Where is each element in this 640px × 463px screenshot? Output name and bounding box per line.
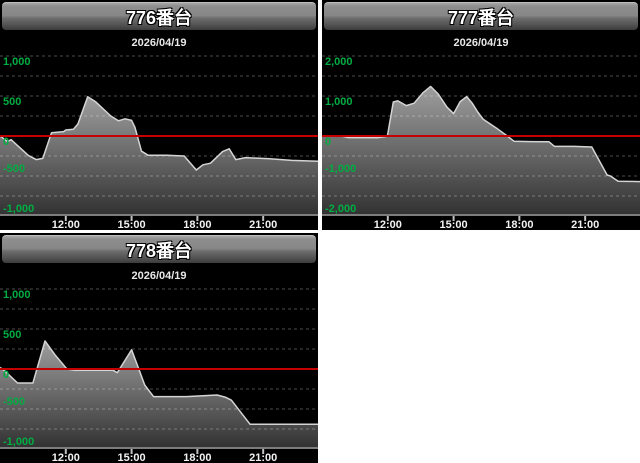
machine-title-label: 778番台 bbox=[125, 240, 193, 261]
svg-text:0: 0 bbox=[325, 136, 331, 148]
svg-text:2,000: 2,000 bbox=[325, 56, 353, 68]
date-label: 2026/04/19 bbox=[131, 270, 187, 282]
svg-text:-500: -500 bbox=[3, 163, 25, 175]
svg-text:15:00: 15:00 bbox=[440, 219, 468, 230]
machine-title-button-777[interactable]: 777番台 bbox=[324, 2, 638, 30]
svg-text:18:00: 18:00 bbox=[183, 219, 211, 230]
svg-text:12:00: 12:00 bbox=[374, 219, 402, 230]
svg-text:12:00: 12:00 bbox=[52, 219, 80, 230]
svg-text:21:00: 21:00 bbox=[249, 219, 277, 230]
svg-text:500: 500 bbox=[3, 96, 21, 108]
svg-text:21:00: 21:00 bbox=[571, 219, 599, 230]
svg-text:15:00: 15:00 bbox=[118, 219, 146, 230]
machine-title-label: 776番台 bbox=[125, 7, 193, 28]
machine-panel-777: 777番台 2026/04/19 12:00 15:00 18:00 21:00 2,0… bbox=[322, 0, 640, 230]
date-label: 2026/04/19 bbox=[453, 37, 509, 49]
svg-text:1,000: 1,000 bbox=[325, 96, 353, 108]
svg-text:1,000: 1,000 bbox=[3, 289, 31, 301]
svg-text:0: 0 bbox=[3, 369, 9, 381]
svg-text:-1,000: -1,000 bbox=[3, 203, 34, 215]
svg-text:21:00: 21:00 bbox=[249, 452, 277, 463]
payout-area-chart-777: 12:00 15:00 18:00 21:00 2,000 1,000 0 -1,000 -2,… bbox=[322, 55, 640, 230]
empty-panel bbox=[322, 233, 640, 463]
machine-title-button-778[interactable]: 778番台 bbox=[2, 235, 316, 263]
machine-title-label: 777番台 bbox=[447, 7, 515, 28]
svg-text:0: 0 bbox=[3, 136, 9, 148]
machine-panel-778: 778番台 2026/04/19 12:00 15:00 18:00 21:00 1,0… bbox=[0, 233, 318, 463]
svg-text:-1,000: -1,000 bbox=[3, 436, 34, 448]
date-label: 2026/04/19 bbox=[131, 37, 187, 49]
svg-text:-1,000: -1,000 bbox=[325, 163, 356, 175]
svg-text:15:00: 15:00 bbox=[118, 452, 146, 463]
svg-text:18:00: 18:00 bbox=[183, 452, 211, 463]
payout-area-chart-778: 12:00 15:00 18:00 21:00 1,000 500 0 -500 -1,000 bbox=[0, 288, 318, 463]
svg-text:-500: -500 bbox=[3, 396, 25, 408]
machine-title-button-776[interactable]: 776番台 bbox=[2, 2, 316, 30]
svg-text:12:00: 12:00 bbox=[52, 452, 80, 463]
svg-text:18:00: 18:00 bbox=[505, 219, 533, 230]
svg-text:1,000: 1,000 bbox=[3, 56, 31, 68]
payout-area-chart-776: 12:00 15:00 18:00 21:00 1,000 500 0 -500 -1,000 bbox=[0, 55, 318, 230]
svg-text:-2,000: -2,000 bbox=[325, 203, 356, 215]
svg-text:500: 500 bbox=[3, 329, 21, 341]
machine-panel-776: 776番台 2026/04/19 12:00 15:00 18:00 21:00 1,0… bbox=[0, 0, 318, 230]
